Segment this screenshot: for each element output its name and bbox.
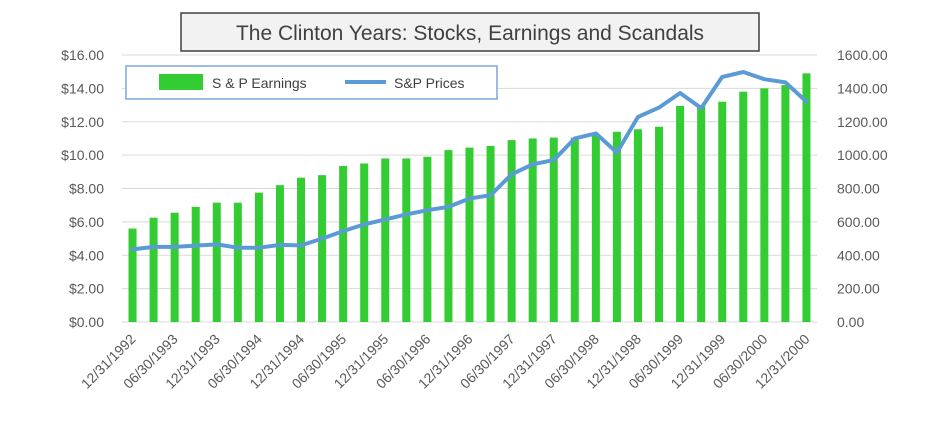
earnings-bar <box>676 105 685 322</box>
earnings-bar <box>191 206 200 322</box>
right-tick-label: 800.00 <box>837 181 880 197</box>
earnings-bar <box>549 137 558 322</box>
right-tick-label: 1200.00 <box>837 114 888 130</box>
earnings-bar <box>781 85 790 322</box>
left-tick-label: $2.00 <box>69 281 104 297</box>
earnings-bar <box>381 158 390 322</box>
earnings-bar <box>739 91 748 323</box>
earnings-bar <box>718 101 727 322</box>
chart-title-box: The Clinton Years: Stocks, Earnings and … <box>180 12 760 52</box>
right-tick-label: 1400.00 <box>837 80 888 96</box>
right-tick-label: 0.00 <box>837 314 864 330</box>
earnings-bar <box>212 202 221 322</box>
legend-label-prices: S&P Prices <box>394 75 465 91</box>
prices-line <box>130 70 809 252</box>
left-axis-ticks: $0.00 $2.00 $4.00 $6.00 $8.00 $10.00 $12.00 $14… <box>61 47 104 330</box>
earnings-bar <box>423 156 432 322</box>
earnings-bars <box>128 73 811 323</box>
right-tick-label: 600.00 <box>837 214 880 230</box>
earnings-bar <box>360 163 369 322</box>
right-tick-label: 400.00 <box>837 247 880 263</box>
legend: S & P Earnings S&P Prices <box>125 65 498 100</box>
earnings-bar <box>612 131 621 322</box>
right-axis-ticks: 0.00 200.00 400.00 600.00 800.00 1000.00 1200.… <box>837 47 888 330</box>
earnings-bar <box>149 217 158 322</box>
earnings-bar <box>254 192 263 322</box>
earnings-bar <box>655 126 664 322</box>
prices-series-line <box>130 70 809 252</box>
right-tick-label: 200.00 <box>837 281 880 297</box>
earnings-bar <box>339 165 348 322</box>
earnings-bar <box>486 145 495 322</box>
earnings-bar <box>507 140 516 322</box>
left-tick-label: $10.00 <box>61 147 104 163</box>
chart-title: The Clinton Years: Stocks, Earnings and … <box>236 22 704 45</box>
left-tick-label: $4.00 <box>69 247 104 263</box>
earnings-bar <box>318 175 327 322</box>
earnings-bar <box>465 147 474 322</box>
earnings-bar <box>697 105 706 322</box>
earnings-bar <box>760 88 769 322</box>
left-tick-label: $8.00 <box>69 181 104 197</box>
earnings-bar <box>591 135 600 322</box>
left-tick-label: $0.00 <box>69 314 104 330</box>
chart-title-frame <box>180 12 760 52</box>
earnings-bar <box>233 202 242 322</box>
earnings-bar <box>802 73 811 322</box>
earnings-bar <box>402 158 411 322</box>
right-tick-label: 1600.00 <box>837 47 888 63</box>
earnings-bar <box>128 228 137 322</box>
earnings-bar <box>528 138 537 322</box>
earnings-bar <box>297 177 306 322</box>
left-tick-label: $16.00 <box>61 47 104 63</box>
earnings-bar <box>275 185 284 322</box>
left-tick-label: $12.00 <box>61 114 104 130</box>
right-tick-label: 1000.00 <box>837 147 888 163</box>
earnings-bar <box>633 129 642 322</box>
earnings-bar <box>444 150 453 322</box>
legend-swatch-earnings <box>159 74 203 90</box>
left-tick-label: $6.00 <box>69 214 104 230</box>
legend-label-earnings: S & P Earnings <box>212 75 307 91</box>
earnings-bar <box>170 212 179 322</box>
left-tick-label: $14.00 <box>61 80 104 96</box>
earnings-bar <box>570 137 579 322</box>
